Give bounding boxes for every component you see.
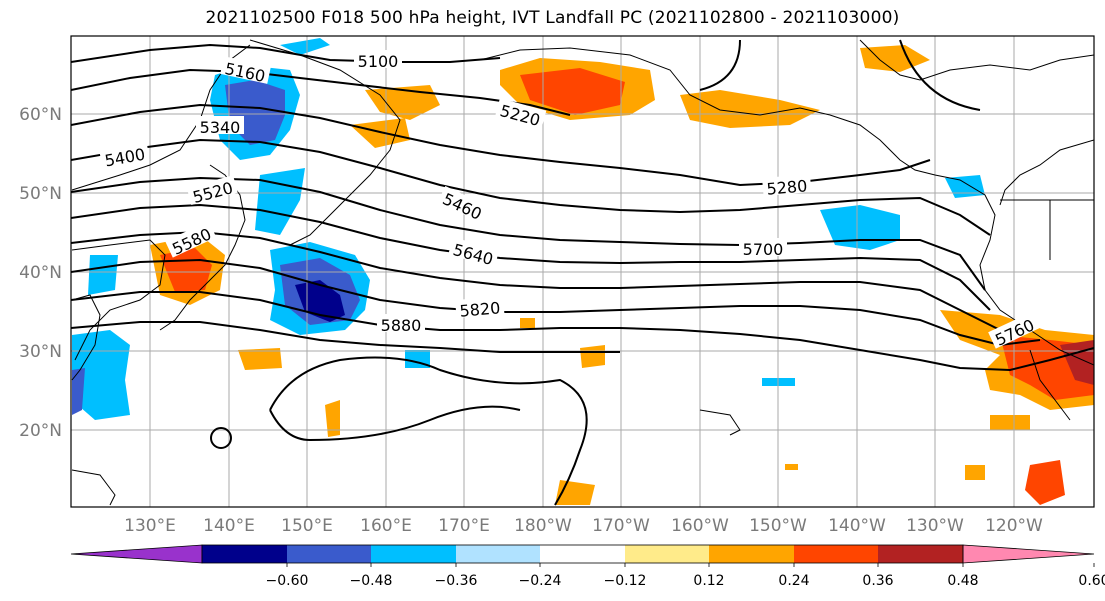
colorbar: −0.60 −0.48 −0.36 −0.24 −0.12 0.12 0.24 0.36 0.4… [70,544,1105,589]
lon-tick-label: 160°E [360,516,412,536]
ivt-positive-region [965,465,985,480]
ivt-negative-region [255,168,305,235]
lon-tick-label: 150°E [281,516,333,536]
ivt-shading [72,38,1094,505]
colorbar-segment [878,545,963,563]
chart-title: 2021102500 F018 500 hPa height, IVT Land… [205,8,900,28]
latitude-axis: 60°N 50°N 40°N 30°N 20°N [19,105,62,441]
colorbar-extend-max [962,544,1095,564]
colorbar-segment [371,545,456,563]
colorbar-outline [201,544,964,564]
colorbar-tick-label: −0.12 [604,573,647,589]
contour-label: 5280 [766,176,808,198]
lon-tick-label: 130°E [124,516,176,536]
colorbar-tick-label: 0.36 [862,573,893,589]
lon-tick-label: 140°E [203,516,255,536]
ivt-positive-region [680,90,820,128]
ivt-positive-region [160,248,212,292]
longitude-axis: 130°E 140°E 150°E 160°E 170°E 180°W 170°W 160°W… [124,516,1043,536]
ivt-positive-region [520,318,535,328]
contour-label: 5880 [381,316,422,335]
lon-tick-label: 150°W [749,516,807,536]
colorbar-tick-label: −0.36 [435,573,478,589]
ivt-positive-region [580,345,605,368]
ivt-negative-region [280,38,330,55]
lat-tick-label: 30°N [19,342,62,362]
colorbar-extend-min [70,544,203,564]
contour-label: 5100 [358,52,399,71]
lon-tick-label: 180°W [514,516,572,536]
colorbar-segment [709,545,794,563]
ivt-negative-region [72,330,130,420]
colorbar-tick-label: −0.24 [519,573,562,589]
ivt-negative-region [88,255,118,295]
lon-tick-label: 160°W [671,516,729,536]
lat-tick-label: 60°N [19,105,62,125]
colorbar-tick-label: 0.12 [693,573,724,589]
ivt-negative-region [72,368,85,415]
lat-tick-label: 50°N [19,184,62,204]
ivt-positive-region [325,400,340,437]
ivt-positive-region [365,85,440,120]
map-border [70,35,1095,508]
colorbar-segment [794,545,878,563]
colorbar-segment [202,545,287,563]
colorbar-segment [625,545,709,563]
colorbar-segment [540,545,625,563]
lat-tick-label: 20°N [19,421,62,441]
colorbar-segment [287,545,371,563]
contour-label: 5700 [743,240,784,259]
lon-tick-label: 170°W [592,516,650,536]
colorbar-tick-label: 0.48 [947,573,978,589]
colorbar-tick-label: 0.60 [1078,573,1105,589]
colorbar-tick-label: −0.48 [350,573,393,589]
ivt-negative-region [945,175,985,198]
lon-tick-label: 140°W [828,516,886,536]
colorbar-tick-label: 0.24 [778,573,809,589]
ivt-positive-region [238,348,282,370]
ivt-negative-region [820,205,900,250]
contour-label: 5340 [200,118,241,137]
ivt-positive-region [990,415,1030,430]
lat-lon-grid [71,36,1094,507]
colorbar-segment [456,545,540,563]
lat-tick-label: 40°N [19,263,62,283]
colorbar-tick-label: −0.60 [266,573,309,589]
lon-tick-label: 120°W [985,516,1043,536]
contour-label: 5820 [459,298,501,320]
ivt-positive-region [520,68,625,115]
ivt-positive-region [785,464,798,470]
ivt-positive-region [1025,460,1065,505]
lon-tick-label: 130°W [906,516,964,536]
lon-tick-label: 170°E [438,516,490,536]
height-contours [71,39,1094,506]
